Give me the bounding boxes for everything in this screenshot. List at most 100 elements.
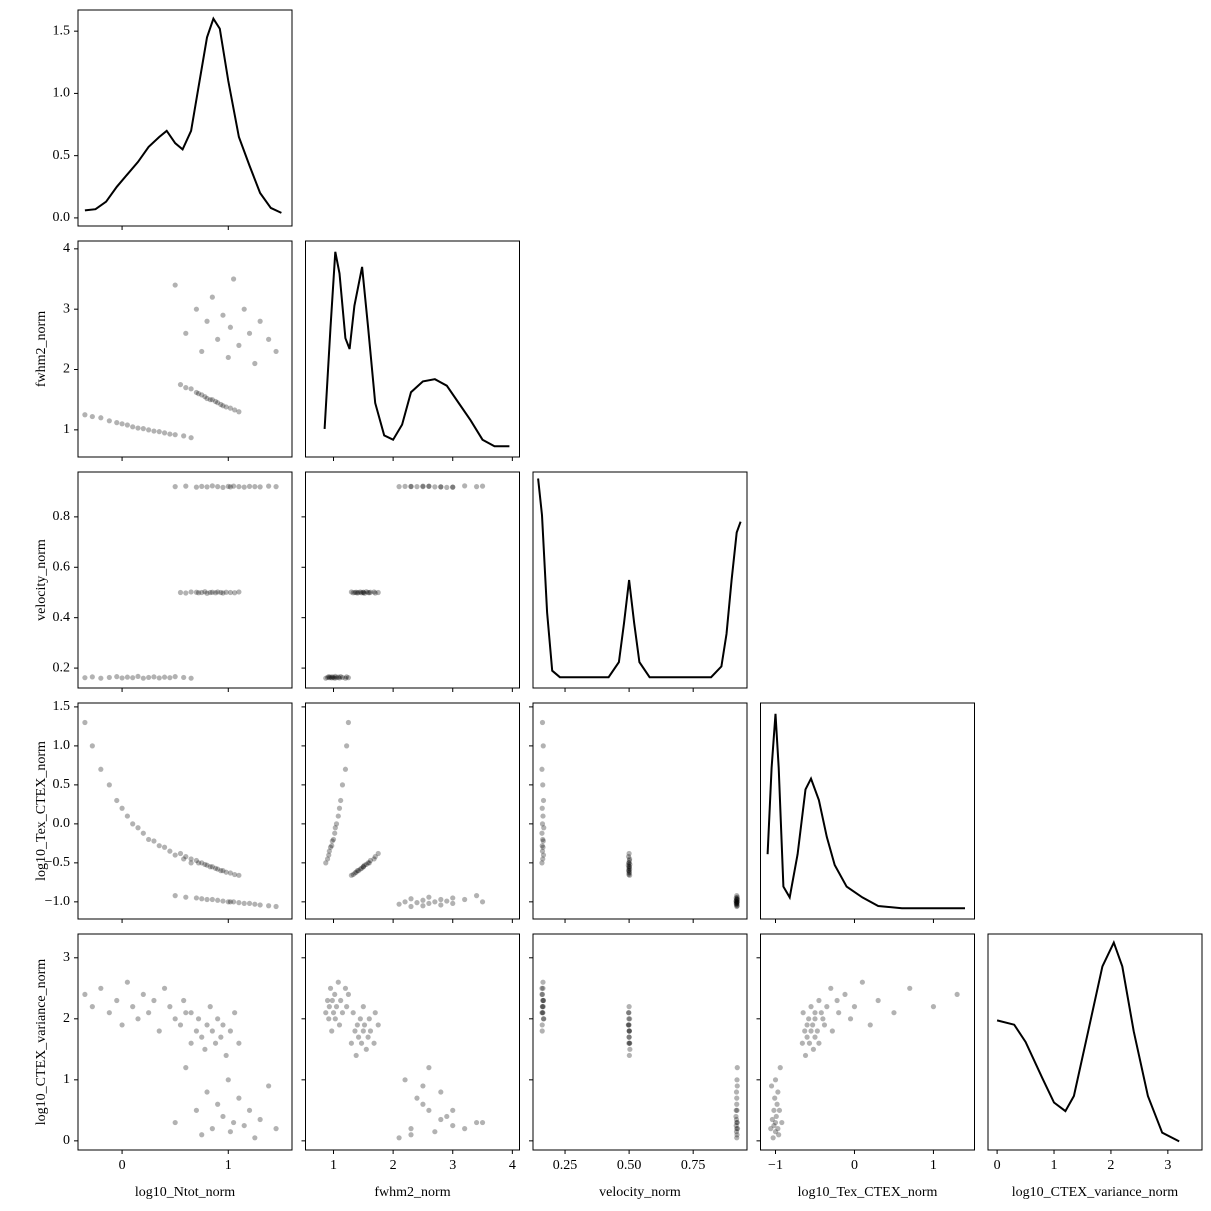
x-axis-label: log10_Ntot_norm (135, 1185, 235, 1200)
scatter-point (371, 589, 377, 595)
scatter-point (146, 1010, 152, 1016)
scatter-point (769, 1116, 775, 1123)
scatter-point (836, 1010, 842, 1016)
scatter-point (352, 1028, 358, 1034)
scatter-point (106, 674, 112, 681)
scatter-point (627, 1016, 633, 1022)
scatter-point (124, 813, 130, 819)
scatter-point (733, 900, 739, 907)
scatter-point (363, 861, 369, 868)
scatter-point (734, 1101, 740, 1107)
scatter-point (82, 675, 88, 681)
scatter-point (146, 836, 152, 843)
scatter-point (930, 1004, 937, 1010)
scatter-point (344, 1004, 350, 1010)
scatter-point (227, 589, 234, 596)
x-axis-label: log10_Tex_CTEX_norm (798, 1185, 938, 1200)
y-tick-label: 1 (63, 1072, 70, 1087)
scatter-point (462, 896, 468, 903)
scatter-point (462, 1126, 468, 1132)
scatter-point (241, 1122, 247, 1129)
scatter-point (426, 483, 432, 489)
scatter-point (202, 394, 208, 400)
scatter-point (188, 1040, 194, 1046)
scatter-point (273, 903, 279, 910)
scatter-point (151, 838, 157, 844)
scatter-point (204, 862, 210, 868)
scatter-point (355, 868, 362, 874)
scatter-point (227, 484, 234, 490)
scatter-point (775, 1089, 781, 1095)
scatter-point (342, 985, 349, 991)
scatter-point (355, 1034, 362, 1040)
scatter-point (539, 1004, 546, 1010)
scatter-point (246, 1107, 253, 1113)
scatter-point (627, 866, 633, 872)
scatter-point (775, 1126, 781, 1132)
scatter-point (327, 985, 334, 991)
scatter-point (338, 674, 344, 680)
scatter-point (202, 589, 208, 595)
scatter-point (859, 979, 865, 985)
scatter-point (816, 1040, 822, 1046)
scatter-point (625, 854, 632, 860)
scatter-point (236, 1095, 242, 1101)
scatter-point (82, 412, 88, 418)
scatter-point (627, 1040, 633, 1046)
scatter-point (181, 674, 187, 681)
scatter-point (625, 1022, 632, 1028)
scatter-point (183, 590, 189, 596)
x-tick-label: 0.50 (617, 1158, 642, 1173)
scatter-point (227, 1129, 234, 1135)
scatter-point (360, 1028, 366, 1034)
scatter-point (734, 901, 740, 907)
scatter-point (808, 1028, 814, 1034)
scatter-point (361, 590, 368, 596)
scatter-point (402, 483, 408, 489)
scatter-point (183, 854, 189, 860)
scatter-point (151, 997, 157, 1004)
scatter-point (772, 1129, 779, 1135)
scatter-point (172, 484, 178, 490)
scatter-point (330, 674, 337, 681)
scatter-point (473, 484, 480, 490)
scatter-point (426, 1107, 432, 1113)
scatter-point (733, 1113, 739, 1120)
scatter-point (350, 1010, 356, 1016)
scatter-point (540, 782, 546, 788)
scatter-point (223, 869, 229, 875)
scatter-point (232, 871, 238, 878)
scatter-point (209, 1028, 215, 1034)
x-tick-label: 3 (449, 1158, 456, 1173)
scatter-point (130, 821, 136, 827)
scatter-point (353, 589, 359, 595)
scatter-point (218, 401, 224, 408)
scatter-point (329, 1028, 335, 1034)
scatter-point (266, 336, 272, 342)
scatter-point (626, 1004, 632, 1010)
scatter-point (335, 979, 341, 985)
scatter-point (627, 861, 633, 868)
scatter-point (420, 483, 426, 489)
scatter-point (336, 1022, 343, 1028)
scatter-point (212, 590, 219, 596)
scatter-point (396, 901, 402, 907)
scatter-point (734, 1095, 740, 1101)
scatter-point (734, 899, 740, 905)
scatter-point (820, 1016, 826, 1022)
scatter-point (344, 674, 350, 680)
scatter-point (812, 1010, 818, 1016)
scatter-point (371, 1040, 377, 1046)
scatter-point (375, 589, 381, 596)
scatter-point (135, 825, 141, 831)
scatter-point (215, 897, 221, 903)
scatter-point (355, 589, 362, 596)
scatter-point (199, 896, 205, 902)
scatter-point (626, 860, 632, 866)
scatter-point (372, 590, 378, 596)
scatter-point (252, 360, 258, 367)
scatter-point (223, 404, 229, 410)
scatter-point (218, 1034, 224, 1040)
scatter-point (220, 403, 226, 409)
scatter-point (227, 870, 234, 876)
